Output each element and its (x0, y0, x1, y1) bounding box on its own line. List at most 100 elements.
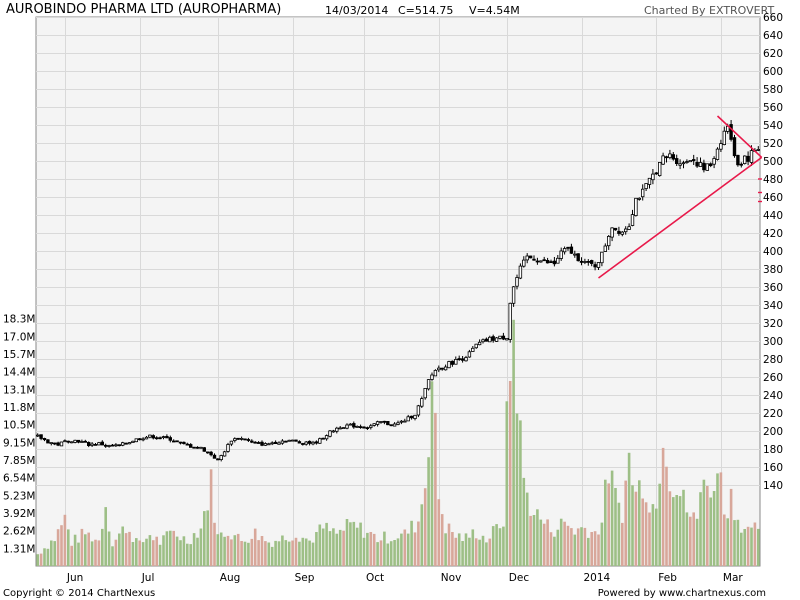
candle-body (736, 154, 740, 166)
candle-body (355, 425, 359, 428)
price-tick-label: 380 (763, 264, 783, 276)
volume-bar (729, 488, 733, 566)
candle-body (498, 335, 502, 339)
volume-bar (621, 522, 624, 566)
volume-bar (587, 537, 590, 566)
volume-bar (179, 540, 182, 566)
candle-body (178, 441, 183, 444)
price-tick-label: 180 (763, 444, 783, 456)
candle-body (56, 442, 60, 446)
volume-bar (437, 499, 441, 566)
candle-body (90, 443, 94, 446)
candle-body (205, 451, 210, 454)
volume-bar (522, 477, 526, 566)
candle-body (705, 163, 709, 171)
candle-body (569, 246, 574, 254)
volume-bar (111, 546, 114, 566)
candle-body (702, 162, 706, 171)
resistance-trendline (716, 115, 763, 158)
volume-tick-label: 17.0M (3, 331, 35, 343)
volume-bar (46, 548, 50, 566)
candle-body (294, 439, 298, 442)
price-tick-label: 320 (763, 318, 783, 330)
volume-bar (277, 541, 281, 566)
volume-bar (536, 509, 539, 566)
volume-bar (311, 542, 315, 566)
candle-body (409, 415, 414, 419)
month-tick-label: Oct (366, 572, 384, 584)
candle-body (253, 441, 257, 444)
volume-bar (39, 553, 43, 566)
candle-body (256, 442, 261, 444)
candle-body (250, 440, 254, 443)
volume-bar (604, 479, 607, 566)
candle-body (185, 443, 189, 446)
candle-body (566, 246, 570, 249)
volume-bar (583, 527, 587, 566)
candle-body (53, 442, 57, 445)
volume-bar (294, 537, 298, 566)
price-tick-label: 220 (763, 408, 783, 420)
volume-bar (389, 541, 393, 566)
candle-body (590, 260, 594, 264)
volume-bar (335, 533, 339, 566)
volume-bar (101, 528, 104, 566)
candle-body (73, 439, 77, 443)
candle-body (732, 137, 737, 157)
candle-body (715, 148, 720, 160)
volume-bar (440, 514, 444, 566)
volume-bar (301, 537, 305, 566)
candle-body (627, 226, 631, 230)
candle-body (273, 441, 278, 444)
volume-bar (114, 539, 118, 566)
month-tick-label: Feb (658, 572, 677, 584)
volume-bar (746, 526, 750, 566)
candle-body (477, 341, 482, 346)
candle-body (481, 339, 485, 343)
candle-body (222, 451, 227, 457)
volume-bar (131, 542, 135, 566)
candle-body (318, 438, 322, 444)
candle-body (270, 442, 274, 445)
volume-bar (396, 538, 400, 566)
volume-bar (570, 528, 573, 566)
volume-bar (352, 521, 356, 566)
volume-bar (315, 532, 318, 566)
price-tick-label: 560 (763, 102, 783, 114)
volume-bar (325, 522, 328, 566)
month-tick-label: Aug (220, 572, 241, 584)
candle-body (80, 441, 84, 443)
candle-body (195, 446, 200, 449)
candle-body (304, 441, 308, 445)
candle-body (352, 423, 356, 428)
candle-body (464, 357, 468, 362)
candle-body (188, 444, 193, 448)
volume-bar (495, 524, 498, 566)
candle-body (647, 177, 652, 185)
candle-body (467, 351, 472, 358)
candle-body (328, 430, 332, 437)
volume-bar (175, 536, 179, 566)
volume-bar (675, 495, 678, 566)
volume-bar (689, 516, 692, 566)
candle-body (335, 427, 339, 432)
volume-bar (447, 523, 451, 566)
candle-body (219, 455, 223, 460)
price-tick-label: 660 (763, 12, 783, 24)
candle-body (165, 435, 169, 439)
candle-body (49, 442, 53, 445)
price-tick-label: 400 (763, 246, 783, 258)
volume-bar (427, 457, 430, 566)
candle-body (307, 440, 312, 444)
candle-body (192, 446, 196, 449)
powered-by-text[interactable]: Powered by www.chartnexus.com (597, 588, 766, 599)
candle-body (430, 374, 434, 380)
month-tick-label: Jun (66, 572, 83, 584)
candle-body (233, 438, 237, 442)
candle-body (712, 158, 716, 165)
volume-bar (668, 491, 672, 566)
candle-body (382, 420, 387, 423)
volume-bar (607, 483, 610, 566)
volume-bar (332, 528, 335, 566)
candle-body (124, 442, 128, 445)
